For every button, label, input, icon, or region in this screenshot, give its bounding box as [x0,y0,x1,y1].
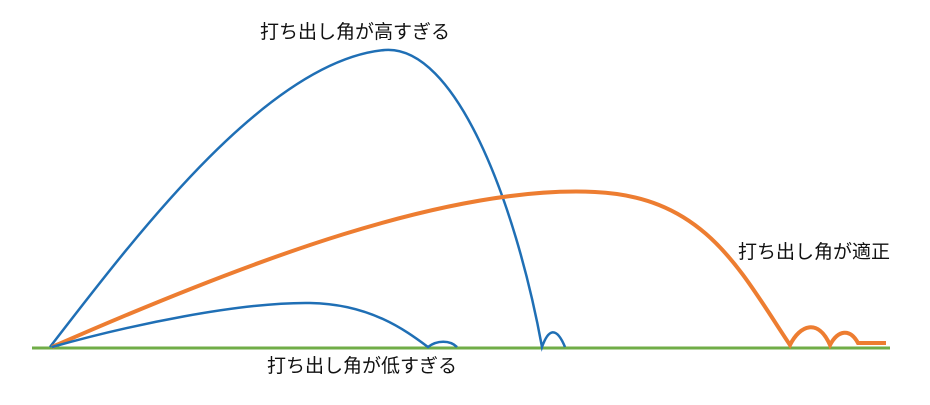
low-angle-label: 打ち出し角が低すぎる [267,355,458,377]
low-angle-trajectory [51,301,458,349]
high-angle-label: 打ち出し角が高すぎる [260,21,451,43]
optimal-angle-label: 打ち出し角が適正 [738,241,891,263]
optimal-angle-trajectory [51,189,886,350]
high-angle-trajectory [49,48,567,352]
